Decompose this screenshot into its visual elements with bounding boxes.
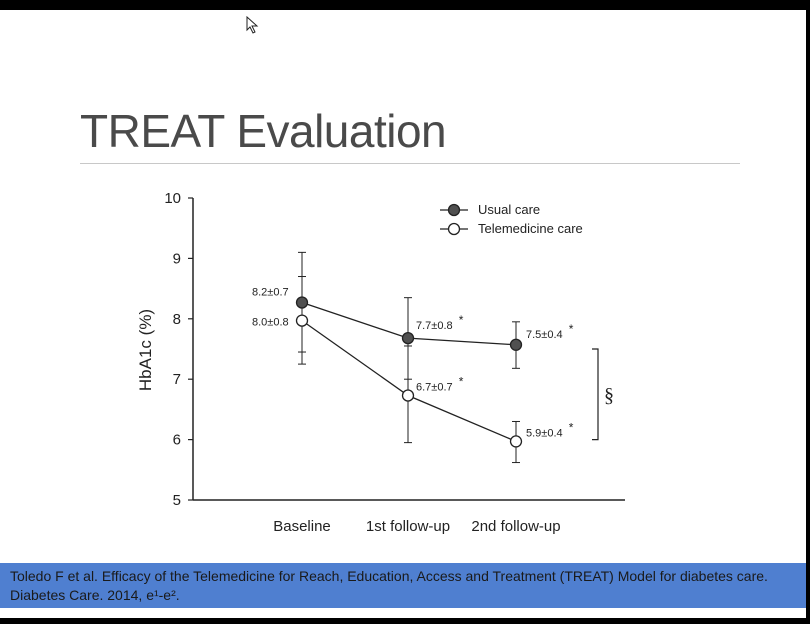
window-edge (806, 0, 810, 624)
data-point (401, 389, 415, 402)
data-label: 7.5±0.4 (526, 329, 563, 341)
y-tick-label: 7 (173, 371, 181, 388)
title-underline (80, 163, 740, 164)
significance-marker: * (569, 420, 574, 434)
y-tick-label: 8 (173, 311, 181, 328)
legend-label: Telemedicine care (478, 221, 583, 236)
citation-text: Toledo F et al. Efficacy of the Telemedi… (0, 563, 806, 608)
y-axis-label: HbA1c (%) (136, 309, 155, 391)
x-tick-label: Baseline (273, 518, 331, 535)
presentation-slide: TREAT Evaluation (0, 10, 806, 618)
data-label: 5.9±0.4 (526, 427, 563, 439)
mouse-cursor-icon (246, 16, 259, 34)
y-tick-label: 5 (173, 492, 181, 509)
legend-label: Usual care (478, 202, 540, 217)
x-tick-label: 1st follow-up (366, 518, 450, 535)
data-point (295, 296, 309, 309)
data-label: 8.0±0.8 (252, 317, 289, 329)
y-tick-label: 6 (173, 432, 181, 449)
significance-marker: * (459, 313, 464, 327)
x-tick-label: 2nd follow-up (471, 518, 560, 535)
data-label: 8.2±0.7 (252, 286, 289, 298)
slide-title: TREAT Evaluation (80, 105, 447, 157)
data-point (295, 314, 309, 327)
data-label: 7.7±0.8 (416, 320, 453, 332)
group-difference-bracket (592, 348, 599, 441)
data-point (401, 331, 415, 345)
data-label: 6.7±0.7 (416, 382, 453, 394)
data-point (509, 338, 523, 351)
significance-marker: * (459, 375, 464, 389)
legend-marker (447, 203, 461, 217)
y-tick-label: 9 (173, 250, 181, 267)
data-point (509, 435, 523, 448)
y-tick-label: 10 (164, 190, 181, 207)
legend-marker (447, 222, 461, 236)
group-difference-symbol: § (604, 384, 614, 406)
significance-marker: * (569, 322, 574, 336)
